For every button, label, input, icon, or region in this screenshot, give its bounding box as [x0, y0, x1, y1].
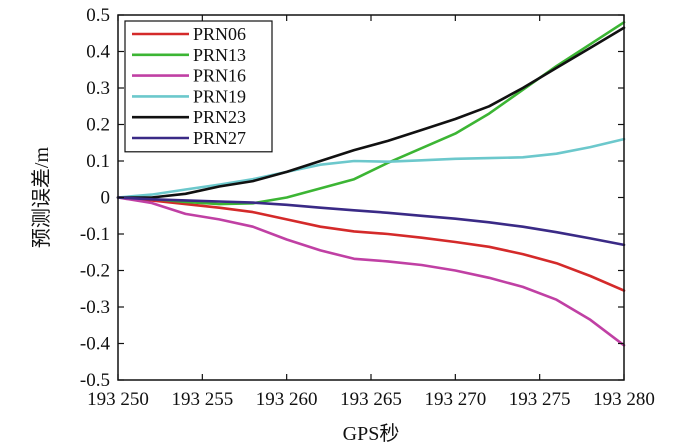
y-tick-label: -0.3 [80, 297, 110, 318]
series-line-prn23 [116, 26, 626, 199]
legend-label-prn16: PRN16 [193, 66, 246, 86]
x-tick-label: 193 260 [256, 389, 318, 410]
y-tick-label: 0.4 [86, 42, 110, 63]
legend-label-prn06: PRN06 [193, 24, 246, 44]
y-tick-label: -0.4 [80, 334, 111, 355]
legend-label-prn13: PRN13 [193, 45, 246, 65]
y-tick-label: -0.2 [80, 261, 110, 282]
x-tick-label: 193 265 [340, 389, 402, 410]
legend-label-prn19: PRN19 [193, 86, 246, 106]
y-tick-label: -0.1 [80, 224, 110, 245]
y-tick-label: 0.5 [86, 5, 110, 26]
y-tick-label: 0 [101, 188, 111, 209]
series-line-prn19 [116, 137, 626, 199]
series-line-prn16 [116, 196, 626, 347]
x-tick-label: 193 280 [593, 389, 655, 410]
x-tick-label: 193 250 [87, 389, 149, 410]
x-tick-label: 193 255 [171, 389, 233, 410]
series-line-prn27 [116, 196, 626, 247]
series-layer [116, 20, 626, 347]
x-tick-label: 193 270 [424, 389, 486, 410]
y-tick-label: -0.5 [80, 370, 110, 391]
y-tick-label: 0.1 [86, 151, 110, 172]
legend-label-prn23: PRN23 [193, 107, 246, 127]
x-axis-title: GPS秒 [343, 422, 400, 445]
legend-box [124, 20, 273, 153]
y-tick-label: 0.2 [86, 115, 110, 136]
x-tick-label: 193 275 [509, 389, 571, 410]
y-axis-title: 预测误差/m [30, 147, 53, 249]
ticks-layer: -0.5 -0.4 -0.3 -0.2 -0.1 0 0.1 0.2 0.3 0.4 0.5 193 … [80, 5, 655, 410]
legend-label-prn27: PRN27 [193, 128, 246, 148]
series-line-prn06 [116, 196, 626, 292]
y-tick-label: 0.3 [86, 78, 110, 99]
